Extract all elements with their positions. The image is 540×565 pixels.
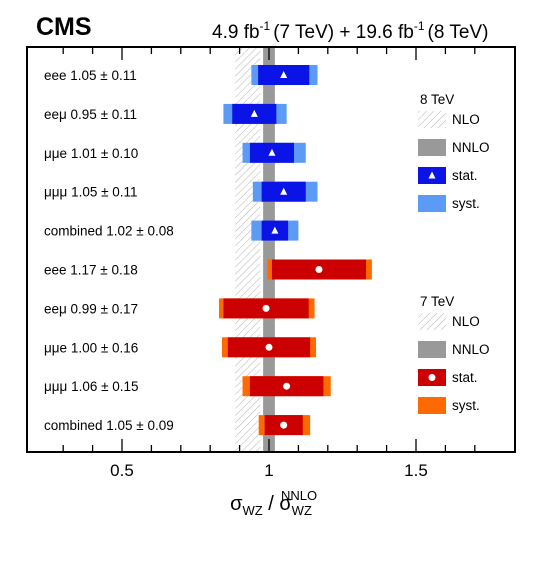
x-label-den-sup: NNLO bbox=[281, 488, 317, 503]
lumi-8-exp: -1 bbox=[414, 19, 425, 33]
row-label: combined 1.05 ± 0.09 bbox=[44, 418, 174, 433]
legends: 8 TeV NLO NNLO stat. syst. 7 TeV NLO NNLO stat. s… bbox=[418, 92, 490, 414]
legend-marker bbox=[428, 171, 436, 179]
legend-label: NLO bbox=[452, 112, 480, 127]
row-label: μμe 1.00 ± 0.16 bbox=[44, 340, 138, 355]
legend-label: NNLO bbox=[452, 140, 490, 155]
legend-label: stat. bbox=[452, 370, 478, 385]
nnlo-band bbox=[263, 48, 275, 451]
legend-label: stat. bbox=[452, 168, 478, 183]
x-label-num: σ bbox=[230, 493, 243, 515]
central-value-marker bbox=[262, 304, 270, 312]
central-value-marker bbox=[280, 71, 288, 78]
legend-swatch bbox=[418, 341, 446, 358]
legend-swatch bbox=[418, 313, 446, 330]
row-labels: eee 1.05 ± 0.11 eeμ 0.95 ± 0.11 μμe 1.01 ±… bbox=[44, 68, 174, 433]
x-tick-label: 1 bbox=[264, 461, 273, 480]
plot-frame bbox=[26, 46, 516, 453]
legend-swatch bbox=[418, 397, 446, 414]
experiment-label: CMS bbox=[36, 13, 92, 41]
row-label: eeμ 0.99 ± 0.17 bbox=[44, 301, 138, 316]
legend-marker bbox=[428, 374, 436, 381]
x-label-den-sub: WZ bbox=[292, 503, 312, 518]
row-label: μμe 1.01 ± 0.10 bbox=[44, 146, 138, 161]
central-value-marker bbox=[265, 343, 273, 351]
x-label-den: σ bbox=[279, 493, 292, 515]
legend-label: syst. bbox=[452, 398, 480, 413]
row-label: μμμ 1.06 ± 0.15 bbox=[44, 379, 139, 394]
x-tick-label: 0.5 bbox=[110, 461, 134, 480]
central-value-marker bbox=[280, 421, 288, 429]
lumi-7-exp: -1 bbox=[260, 19, 271, 33]
row-label: combined 1.02 ± 0.08 bbox=[44, 224, 174, 239]
central-value-marker bbox=[280, 187, 288, 195]
central-value-marker bbox=[283, 382, 291, 390]
central-value-marker bbox=[250, 109, 258, 117]
x-axis-ticks: 0.5 1 1.5 bbox=[62, 48, 476, 480]
x-label-slash: / bbox=[263, 493, 280, 515]
legend-swatch bbox=[418, 139, 446, 156]
x-label-num-sub: WZ bbox=[242, 503, 262, 518]
central-value-marker bbox=[271, 226, 279, 234]
legend-swatch bbox=[418, 195, 446, 212]
energy-7: (7 TeV) + 19.6 fb bbox=[273, 22, 414, 43]
legend-title: 7 TeV bbox=[420, 294, 454, 309]
central-value-marker bbox=[315, 266, 323, 273]
measurement-bars bbox=[219, 65, 372, 436]
legend-swatch bbox=[418, 111, 446, 128]
energy-8: (8 TeV) bbox=[428, 22, 489, 43]
legend-label: syst. bbox=[452, 196, 480, 211]
row-label: eee 1.17 ± 0.18 bbox=[44, 263, 138, 278]
row-label: eeμ 0.95 ± 0.11 bbox=[44, 107, 137, 122]
luminosity-label: 4.9 fb-1 (7 TeV) + 19.6 fb-1 (8 TeV) bbox=[212, 19, 488, 43]
row-label: eee 1.05 ± 0.11 bbox=[44, 68, 137, 83]
row-label: μμμ 1.05 ± 0.11 bbox=[44, 185, 138, 200]
x-tick-label: 1.5 bbox=[404, 461, 428, 480]
legend-title: 8 TeV bbox=[420, 92, 454, 107]
lumi-7: 4.9 fb bbox=[212, 22, 260, 43]
legend-label: NNLO bbox=[452, 342, 490, 357]
x-axis-label: σWZ / σWZ bbox=[230, 493, 312, 518]
central-value-marker bbox=[268, 148, 276, 156]
legend-label: NLO bbox=[452, 314, 480, 329]
